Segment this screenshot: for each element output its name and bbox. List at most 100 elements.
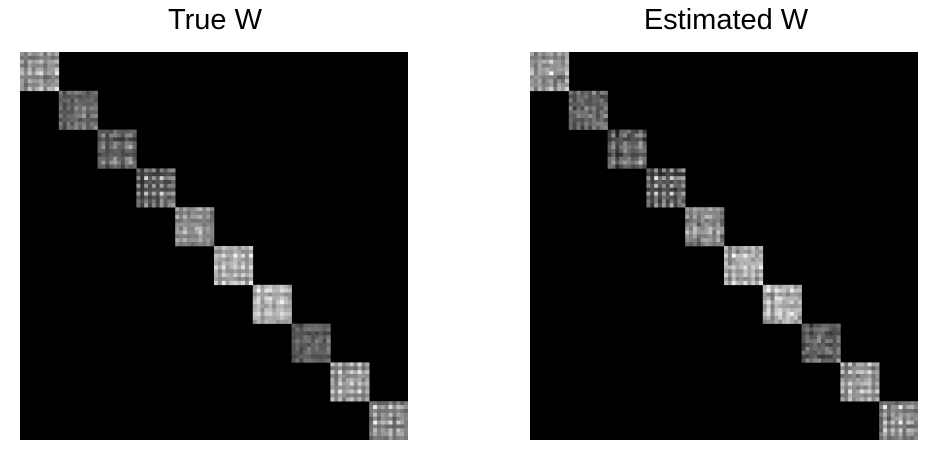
heatmap-cell [902, 428, 907, 433]
heatmap-cell [237, 269, 242, 274]
heatmap-cell [855, 381, 861, 386]
heatmap-cell [859, 393, 864, 398]
heatmap-cell [685, 230, 690, 235]
heatmap-cell [677, 187, 682, 192]
diagonal-block-5 [175, 207, 215, 247]
heatmap-cell [279, 319, 285, 324]
heatmap-cell [221, 265, 226, 270]
heatmap-cell [105, 145, 110, 150]
heatmap-cell [704, 222, 709, 227]
heatmap-cell [148, 203, 153, 208]
heatmap-cell [144, 203, 149, 208]
heatmap-cell [840, 389, 845, 394]
heatmap-cell [681, 180, 686, 185]
heatmap-cell [186, 234, 192, 239]
heatmap-cell [751, 246, 756, 251]
heatmap-cell [175, 242, 180, 247]
heatmap-cell [914, 432, 918, 437]
heatmap-cell [549, 71, 554, 76]
heatmap-cell [132, 152, 137, 158]
heatmap-cell [793, 315, 799, 321]
heatmap-cell [105, 141, 110, 146]
heatmap-cell [214, 273, 219, 278]
heatmap-cell [716, 234, 721, 239]
diagonal-block-1 [530, 52, 570, 92]
heatmap-cell [23, 79, 29, 84]
heatmap-cell [755, 253, 760, 258]
heatmap-cell [879, 416, 884, 421]
heatmap-cell [669, 183, 674, 189]
heatmap-cell [82, 106, 87, 111]
heatmap-cell [404, 436, 408, 440]
heatmap-cell [817, 354, 822, 359]
heatmap-cell [20, 52, 25, 57]
heatmap-cell [848, 381, 853, 386]
heatmap-cell [638, 141, 643, 146]
heatmap-cell [545, 55, 550, 61]
heatmap-cell [62, 98, 67, 103]
heatmap-cell [599, 98, 605, 103]
heatmap-cell [47, 75, 52, 80]
heatmap-cell [334, 362, 339, 367]
heatmap-cell [592, 114, 597, 119]
heatmap-cell [673, 180, 678, 185]
heatmap-cell [272, 288, 277, 293]
heatmap-cell [229, 280, 234, 286]
heatmap-cell [117, 133, 122, 138]
heatmap-cell [182, 242, 188, 247]
heatmap-cell [221, 269, 226, 274]
heatmap-cell [369, 416, 374, 421]
heatmap-cell [673, 176, 678, 181]
heatmap-cell [384, 432, 389, 437]
heatmap-cell [724, 253, 729, 258]
heatmap-cell [303, 323, 308, 328]
heatmap-cell [245, 265, 250, 270]
heatmap-cell [268, 292, 273, 297]
heatmap-cell [117, 156, 122, 161]
heatmap-cell [898, 405, 903, 410]
estimated-w-panel: Estimated W [510, 0, 930, 459]
heatmap-cell [109, 156, 114, 161]
heatmap-cell [545, 67, 550, 72]
heatmap-cell [863, 362, 868, 367]
heatmap-cell [279, 308, 285, 313]
heatmap-cell [879, 436, 884, 440]
heatmap-cell [883, 420, 888, 425]
heatmap-cell [369, 401, 374, 406]
heatmap-cell [365, 362, 370, 367]
heatmap-cell [338, 370, 343, 375]
heatmap-cell [696, 242, 702, 247]
heatmap-cell [78, 117, 83, 123]
heatmap-cell [611, 156, 616, 161]
heatmap-cell [592, 117, 597, 123]
heatmap-cell [206, 226, 211, 231]
heatmap-cell [148, 191, 153, 196]
heatmap-cell [708, 230, 713, 235]
diagonal-block-8 [801, 323, 841, 363]
heatmap-cell [210, 222, 215, 227]
heatmap-cell [751, 273, 756, 278]
heatmap-cell [35, 75, 40, 80]
heatmap-cell [182, 230, 188, 235]
heatmap-cell [400, 405, 405, 410]
heatmap-cell [117, 160, 122, 165]
heatmap-cell [256, 311, 261, 317]
heatmap-cell [140, 176, 145, 181]
heatmap-cell [276, 311, 281, 317]
heatmap-cell [307, 331, 312, 336]
heatmap-cell [225, 277, 230, 282]
heatmap-cell [283, 319, 289, 324]
heatmap-cell [373, 424, 378, 429]
heatmap-cell [875, 393, 880, 398]
heatmap-cell [766, 296, 771, 301]
heatmap-cell [93, 98, 98, 103]
heatmap-cell [58, 94, 63, 99]
heatmap-cell [326, 323, 331, 328]
heatmap-cell [871, 377, 876, 383]
heatmap-cell [561, 71, 566, 76]
heatmap-cell [720, 238, 725, 243]
heatmap-cell [607, 145, 612, 150]
heatmap-cell [890, 401, 896, 406]
heatmap-cell [299, 343, 304, 348]
heatmap-cell [700, 211, 705, 216]
